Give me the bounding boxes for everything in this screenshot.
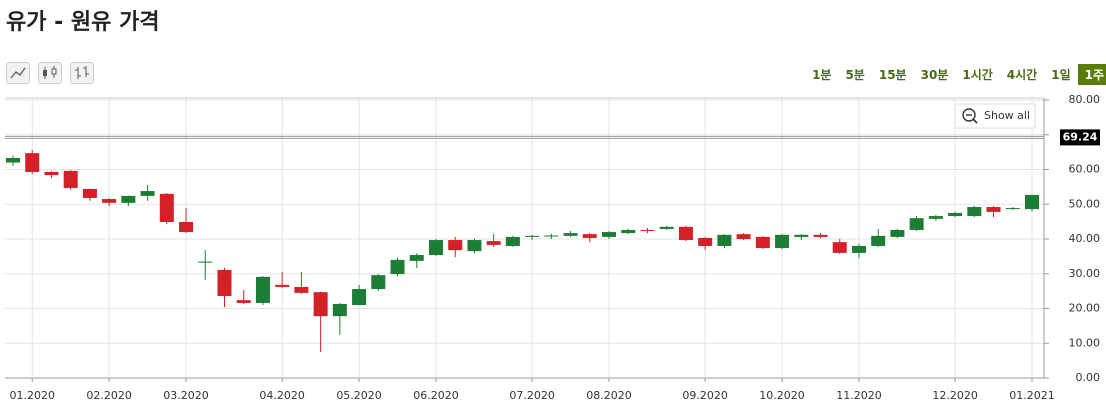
candle-body xyxy=(755,236,770,249)
candle-body xyxy=(236,300,251,303)
y-tick-label: 60.00 xyxy=(1069,163,1101,176)
candle-body xyxy=(698,237,713,246)
zoom-icon-handle xyxy=(972,118,978,124)
candle-body xyxy=(448,240,463,251)
candle-body xyxy=(25,153,40,172)
candle-body xyxy=(1005,208,1020,210)
candle-body xyxy=(121,195,136,203)
candle-body xyxy=(717,234,732,246)
timeframe-button[interactable]: 1일 xyxy=(1051,68,1071,82)
x-tick-label: 06.2020 xyxy=(413,389,459,402)
x-tick-label: 04.2020 xyxy=(259,389,305,402)
candle-body xyxy=(63,170,78,188)
candle-body xyxy=(544,235,559,237)
timeframe-button[interactable]: 1분 xyxy=(812,68,832,82)
candle-body xyxy=(275,284,290,287)
candle-body xyxy=(371,275,386,290)
candle-body xyxy=(159,193,174,222)
candle-body xyxy=(140,191,155,196)
candle-body xyxy=(44,171,59,176)
candle-body xyxy=(352,289,367,306)
candle-body xyxy=(1025,194,1039,210)
page-title: 유가 - 원유 가격 xyxy=(6,10,160,35)
candle-body xyxy=(621,229,636,234)
candle-body xyxy=(525,235,540,237)
timeframe-button[interactable]: 5분 xyxy=(845,68,865,82)
candle-body xyxy=(890,229,905,237)
x-tick-label: 03.2020 xyxy=(163,389,209,402)
show-all-button xyxy=(954,103,1036,129)
candle-body xyxy=(332,303,347,317)
x-tick-label: 12.2020 xyxy=(932,389,978,402)
bar-tool[interactable] xyxy=(70,62,94,84)
candle-body xyxy=(563,233,578,236)
zoom-icon xyxy=(962,108,976,122)
candle-body xyxy=(313,292,328,317)
y-tick-label: 40.00 xyxy=(1069,232,1101,245)
line-tool[interactable] xyxy=(6,62,30,84)
candle-body xyxy=(851,245,866,253)
candle-body xyxy=(871,235,886,246)
candle-body xyxy=(909,218,924,230)
x-tick-label: 01.2021 xyxy=(1009,389,1055,402)
x-tick-label: 02.2020 xyxy=(86,389,132,402)
y-tick-label: 70.00 xyxy=(1069,128,1101,141)
candle-body xyxy=(82,188,97,198)
candle-body xyxy=(736,234,751,239)
y-tick-label: 30.00 xyxy=(1069,267,1101,280)
candle-body xyxy=(390,259,405,275)
x-tick-label: 07.2020 xyxy=(509,389,555,402)
candle-body xyxy=(198,261,213,263)
candle-body xyxy=(640,229,655,232)
y-tick-label: 50.00 xyxy=(1069,197,1101,210)
x-tick-label: 01.2020 xyxy=(9,389,55,402)
y-tick-label: 10.00 xyxy=(1069,336,1101,349)
chart-tools xyxy=(6,62,94,84)
x-tick-label: 08.2020 xyxy=(586,389,632,402)
candle-body xyxy=(602,232,617,237)
current-price-tag xyxy=(1060,129,1100,146)
candle-body xyxy=(967,207,982,217)
candle-body xyxy=(294,286,309,293)
timeframe-button[interactable]: 1주 xyxy=(1077,64,1106,85)
timeframe-button[interactable]: 30분 xyxy=(920,68,949,82)
candle-body xyxy=(428,240,443,255)
x-tick-label: 11.2020 xyxy=(836,389,882,402)
candle-body xyxy=(813,234,828,237)
candle-tool[interactable] xyxy=(38,62,62,84)
candle-body xyxy=(582,234,597,238)
x-tick-label: 05.2020 xyxy=(336,389,382,402)
x-tick-label: 10.2020 xyxy=(759,389,805,402)
candle-body xyxy=(948,212,963,217)
candle-body xyxy=(928,216,943,219)
x-tick-label: 09.2020 xyxy=(682,389,728,402)
show-all-label: Show all xyxy=(984,109,1030,122)
timeframe-button[interactable]: 15분 xyxy=(878,68,907,82)
candle-body xyxy=(505,236,520,246)
candle-body xyxy=(486,241,501,245)
candle-body xyxy=(678,226,693,241)
candle-body xyxy=(255,276,270,303)
y-tick-label: 0.00 xyxy=(1076,371,1101,384)
current-price-label: 69.24 xyxy=(1063,130,1098,143)
y-tick-label: 80.00 xyxy=(1069,93,1101,106)
timeframe-button[interactable]: 4시간 xyxy=(1006,68,1038,82)
candle-body xyxy=(409,254,424,261)
timeframe-button[interactable]: 1시간 xyxy=(962,68,993,82)
candle-body xyxy=(775,234,790,249)
candle-body xyxy=(832,242,847,253)
candle-body xyxy=(102,199,117,203)
candle-body xyxy=(6,158,20,163)
timeframe-bar: 1분 5분 15분 30분 1시간 4시간 1일 1주 xyxy=(805,64,1106,85)
candle-body xyxy=(467,240,482,252)
candle-body xyxy=(794,234,809,237)
y-tick-label: 20.00 xyxy=(1069,302,1101,315)
candle-body xyxy=(986,207,1001,212)
candle-body xyxy=(179,221,194,233)
candle-body xyxy=(217,269,232,296)
candle-body xyxy=(659,226,674,229)
